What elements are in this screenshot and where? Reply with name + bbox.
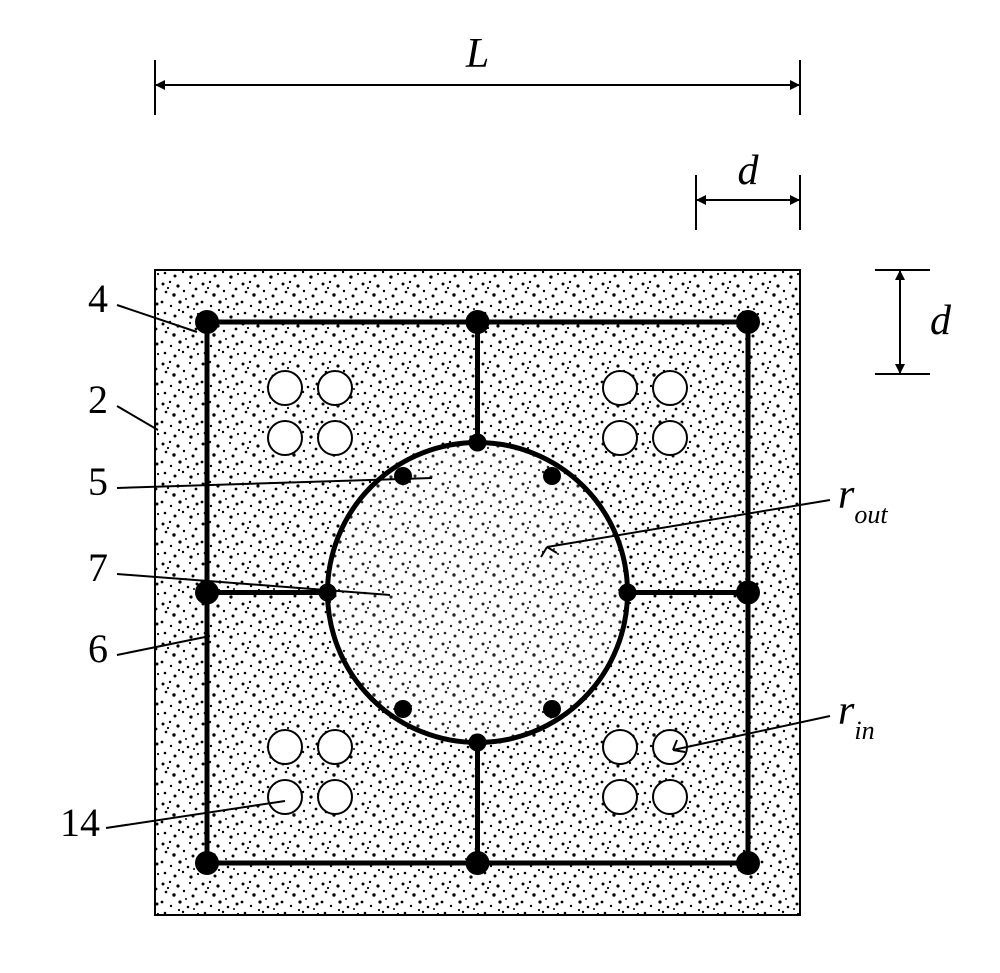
small-open-circle: [603, 780, 637, 814]
small-open-circle: [268, 421, 302, 455]
small-open-circle: [318, 371, 352, 405]
callout-14: 14: [60, 800, 100, 845]
callout-5: 5: [88, 459, 108, 504]
rebar-dot-outer: [736, 310, 760, 334]
small-open-circle: [318, 780, 352, 814]
small-open-circle: [653, 730, 687, 764]
small-open-circle: [318, 421, 352, 455]
dim-L-label: L: [465, 31, 489, 77]
dim-d-top-label: d: [738, 148, 760, 194]
rebar-dot-inner: [394, 700, 412, 718]
small-open-circle: [268, 780, 302, 814]
small-open-circle: [603, 371, 637, 405]
callout-6: 6: [88, 626, 108, 671]
rebar-dot-inner: [619, 584, 637, 602]
rebar-dot-inner: [543, 700, 561, 718]
rebar-dot-outer: [736, 851, 760, 875]
rebar-dot-inner: [543, 467, 561, 485]
rebar-dot-inner: [319, 584, 337, 602]
small-open-circle: [653, 780, 687, 814]
small-open-circle: [653, 421, 687, 455]
rebar-dot-outer: [195, 581, 219, 605]
label-r-out: rout: [838, 472, 888, 529]
rebar-dot-inner: [394, 467, 412, 485]
rebar-dot-outer: [466, 310, 490, 334]
rebar-dot-inner: [469, 434, 487, 452]
rebar-dot-outer: [466, 851, 490, 875]
rebar-dot-inner: [469, 734, 487, 752]
rebar-dot-outer: [195, 851, 219, 875]
small-open-circle: [268, 730, 302, 764]
callout-2: 2: [88, 377, 108, 422]
callout-7: 7: [88, 545, 108, 590]
small-open-circle: [653, 371, 687, 405]
small-open-circle: [318, 730, 352, 764]
dim-d-right-label: d: [930, 298, 952, 344]
callout-4: 4: [88, 276, 108, 321]
leader-2: [117, 406, 158, 430]
small-open-circle: [268, 371, 302, 405]
label-r-in: rin: [838, 688, 875, 745]
rebar-dot-outer: [195, 310, 219, 334]
small-open-circle: [603, 730, 637, 764]
rebar-dot-outer: [736, 581, 760, 605]
small-open-circle: [603, 421, 637, 455]
